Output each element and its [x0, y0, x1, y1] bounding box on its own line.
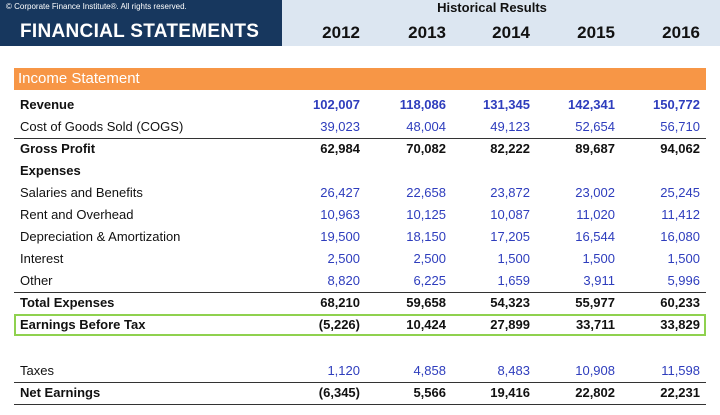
cell-2014: 27,899 — [490, 317, 530, 332]
cell-2015: 3,911 — [583, 273, 615, 288]
cell-2013: 22,658 — [406, 185, 446, 200]
cell-2016: 11,598 — [661, 363, 700, 378]
historical-results-label: Historical Results — [437, 0, 547, 15]
row-expenses-heading: Expenses — [14, 160, 706, 182]
income-statement-bar — [14, 68, 706, 90]
cell-2016: 1,500 — [667, 251, 700, 266]
row-label: Cost of Goods Sold (COGS) — [20, 119, 184, 134]
row-taxes: Taxes 1,120 4,858 8,483 10,908 11,598 — [14, 360, 706, 383]
cell-2013: 10,125 — [406, 207, 446, 222]
cell-2013: 70,082 — [406, 141, 446, 156]
cell-2012: 8,820 — [327, 273, 360, 288]
cell-2015: 55,977 — [575, 295, 615, 310]
row-label: Gross Profit — [20, 141, 96, 156]
cell-2014: 19,416 — [490, 385, 530, 400]
year-header-2013: 2013 — [408, 23, 446, 42]
cell-2014: 82,222 — [490, 141, 530, 156]
cell-2014: 10,087 — [490, 207, 530, 222]
row-other: Other 8,820 6,225 1,659 3,911 5,996 — [14, 270, 706, 293]
year-header-2014: 2014 — [492, 23, 530, 42]
cell-2014: 17,205 — [490, 229, 530, 244]
cell-2015: 1,500 — [582, 251, 615, 266]
cell-2015: 142,341 — [568, 97, 615, 112]
row-label: Revenue — [20, 97, 75, 112]
cell-2012: 26,427 — [320, 185, 360, 200]
row-earnings-before-tax: Earnings Before Tax (5,226) 10,424 27,89… — [14, 314, 706, 336]
cell-2016: 5,996 — [667, 273, 700, 288]
row-label: Interest — [20, 251, 64, 266]
cell-2014: 1,500 — [497, 251, 530, 266]
cell-2016: 33,829 — [660, 317, 700, 332]
cell-2014: 23,872 — [490, 185, 530, 200]
cell-2012: 68,210 — [320, 295, 360, 310]
cell-2016: 150,772 — [653, 97, 700, 112]
cell-2013: 6,225 — [413, 273, 446, 288]
row-label: Depreciation & Amortization — [20, 229, 181, 244]
cell-2012: 39,023 — [320, 119, 360, 134]
cell-2016: 56,710 — [660, 119, 700, 134]
cell-2013: 10,424 — [406, 317, 446, 332]
row-cogs: Cost of Goods Sold (COGS) 39,023 48,004 … — [14, 116, 706, 139]
cell-2015: 23,002 — [575, 185, 615, 200]
row-label: Other — [20, 273, 53, 288]
cell-2015: 89,687 — [575, 141, 615, 156]
cell-2016: 16,080 — [660, 229, 700, 244]
cell-2015: 11,020 — [576, 207, 615, 222]
cell-2012: (5,226) — [318, 317, 360, 332]
row-label: Taxes — [20, 363, 54, 378]
cell-2015: 10,908 — [575, 363, 615, 378]
year-header-2012: 2012 — [322, 23, 360, 42]
section-title: Income Statement — [18, 70, 140, 87]
row-label: Total Expenses — [20, 295, 115, 310]
cell-2016: 94,062 — [660, 141, 700, 156]
row-net-earnings: Net Earnings (6,345) 5,566 19,416 22,802… — [14, 382, 706, 405]
cell-2015: 22,802 — [575, 385, 615, 400]
year-header-2015: 2015 — [577, 23, 615, 42]
row-depreciation: Depreciation & Amortization 19,500 18,15… — [14, 226, 706, 248]
cell-2013: 48,004 — [406, 119, 446, 134]
cell-2015: 33,711 — [575, 317, 615, 332]
cell-2014: 8,483 — [497, 363, 530, 378]
cell-2012: (6,345) — [318, 385, 360, 400]
row-salaries: Salaries and Benefits 26,427 22,658 23,8… — [14, 182, 706, 204]
cell-2013: 5,566 — [413, 385, 446, 400]
cell-2014: 1,659 — [497, 273, 530, 288]
row-label: Expenses — [20, 163, 81, 178]
cell-2016: 60,233 — [660, 295, 700, 310]
row-gross-profit: Gross Profit 62,984 70,082 82,222 89,687… — [14, 138, 706, 160]
cell-2014: 54,323 — [490, 295, 530, 310]
cell-2016: 22,231 — [660, 385, 700, 400]
row-label: Salaries and Benefits — [20, 185, 143, 200]
page-title: FINANCIAL STATEMENTS — [20, 21, 260, 42]
copyright-notice: © Corporate Finance Institute®. All righ… — [6, 2, 187, 11]
cell-2016: 11,412 — [661, 207, 700, 222]
row-rent: Rent and Overhead 10,963 10,125 10,087 1… — [14, 204, 706, 226]
cell-2012: 10,963 — [320, 207, 360, 222]
row-revenue: Revenue 102,007 118,086 131,345 142,341 … — [14, 94, 706, 116]
cell-2013: 59,658 — [406, 295, 446, 310]
year-header-2016: 2016 — [662, 23, 700, 42]
row-interest: Interest 2,500 2,500 1,500 1,500 1,500 — [14, 248, 706, 270]
cell-2014: 49,123 — [490, 119, 530, 134]
cell-2015: 16,544 — [575, 229, 615, 244]
row-label: Net Earnings — [20, 385, 101, 400]
row-total-expenses: Total Expenses 68,210 59,658 54,323 55,9… — [14, 292, 706, 314]
cell-2012: 102,007 — [313, 97, 360, 112]
row-label: Earnings Before Tax — [20, 317, 146, 332]
cell-2012: 2,500 — [327, 251, 360, 266]
cell-2015: 52,654 — [575, 119, 615, 134]
cell-2013: 4,858 — [413, 363, 446, 378]
cell-2013: 118,086 — [399, 97, 446, 112]
header-title-block — [0, 0, 282, 46]
cell-2013: 18,150 — [406, 229, 446, 244]
cell-2013: 2,500 — [413, 251, 446, 266]
cell-2016: 25,245 — [660, 185, 700, 200]
cell-2014: 131,345 — [483, 97, 530, 112]
row-label: Rent and Overhead — [20, 207, 134, 222]
header-years-block — [282, 0, 720, 46]
cell-2012: 19,500 — [320, 229, 360, 244]
cell-2012: 1,120 — [327, 363, 360, 378]
cell-2012: 62,984 — [320, 141, 360, 156]
